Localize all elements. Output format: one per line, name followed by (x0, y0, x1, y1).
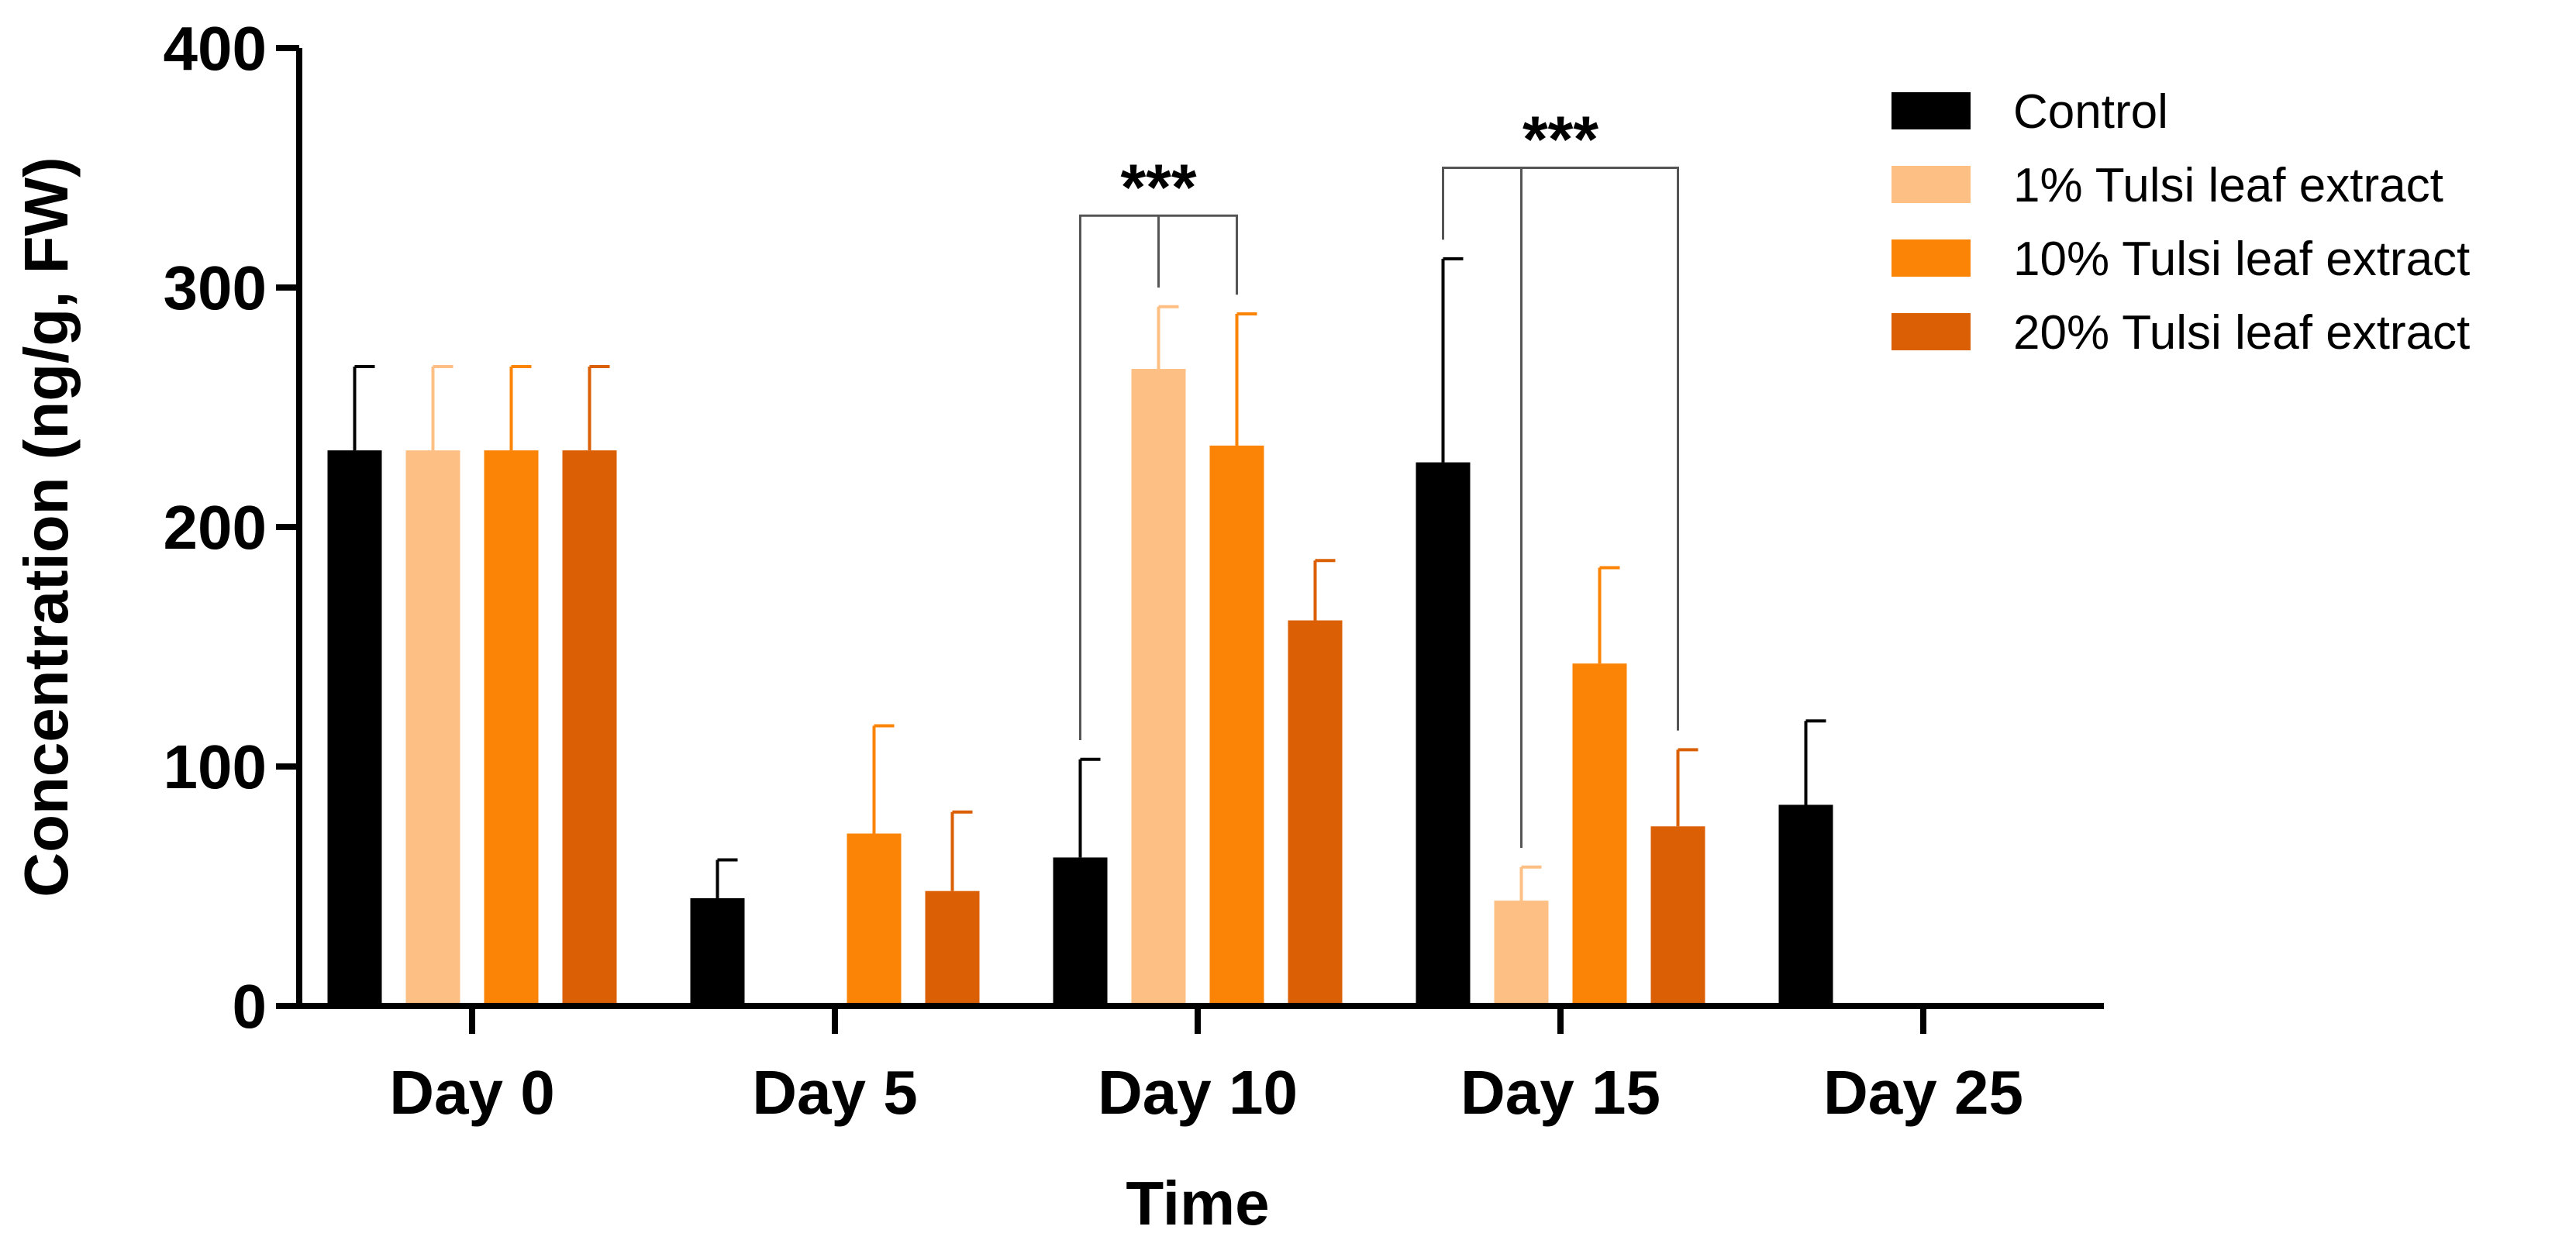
error-bar-control-day-25 (1804, 719, 1826, 805)
bar-20-tulsi-leaf-extract-day-10 (1288, 620, 1343, 1006)
x-tick-label: Day 5 (752, 1058, 917, 1127)
legend-item-control: Control (1891, 85, 2168, 139)
bar-control-day-0 (327, 450, 382, 1006)
legend-swatch (1891, 313, 1971, 350)
legend-label: Control (2013, 85, 2168, 139)
x-tick-label: Day 25 (1823, 1058, 2023, 1127)
bar-10-tulsi-leaf-extract-day-10 (1209, 445, 1264, 1006)
legend-swatch (1891, 92, 1971, 129)
legend-swatch (1891, 239, 1971, 277)
x-axis-title: Time (1126, 1169, 1269, 1238)
bar-20-tulsi-leaf-extract-day-5 (925, 890, 980, 1006)
bar-1-tulsi-leaf-extract-day-10 (1131, 369, 1186, 1006)
significance-label: *** (1522, 103, 1598, 176)
error-bars (353, 257, 1826, 901)
legend: Control 1% Tulsi leaf extract 10% Tulsi le… (1891, 85, 2470, 360)
bar-10-tulsi-leaf-extract-day-0 (484, 450, 539, 1006)
x-tick-label: Day 10 (1098, 1058, 1298, 1127)
bar-control-day-15 (1416, 462, 1471, 1006)
legend-label: 1% Tulsi leaf extract (2013, 159, 2443, 212)
y-tick-label: 400 (164, 14, 267, 83)
error-bar-1-tulsi-leaf-extract-day-10 (1157, 305, 1179, 370)
legend-label: 10% Tulsi leaf extract (2013, 233, 2470, 286)
y-tick-label: 100 (164, 732, 267, 801)
x-ticks: Day 0 Day 5 Day 10 Day 15 Day 25 (389, 1006, 2023, 1127)
error-bar-control-day-10 (1078, 757, 1101, 858)
legend-item-1-tulsi-leaf-extract: 1% Tulsi leaf extract (1891, 159, 2443, 212)
significance-brackets: *** *** (1079, 103, 1679, 849)
y-tick-label: 300 (164, 253, 267, 322)
bar-control-day-5 (690, 897, 745, 1006)
legend-item-10-tulsi-leaf-extract: 10% Tulsi leaf extract (1891, 233, 2470, 286)
legend-swatch (1891, 166, 1971, 203)
error-bar-20-tulsi-leaf-extract-day-10 (1313, 559, 1336, 621)
error-bar-10-tulsi-leaf-extract-day-10 (1235, 312, 1257, 446)
significance-bracket-day-10: *** (1079, 150, 1238, 741)
error-bar-20-tulsi-leaf-extract-day-0 (588, 364, 610, 451)
y-axis-title: Concentration (ng/g, FW) (12, 157, 81, 897)
bar-1-tulsi-leaf-extract-day-15 (1494, 901, 1549, 1006)
y-tick-label: 200 (164, 493, 267, 562)
legend-label: 20% Tulsi leaf extract (2013, 306, 2470, 360)
y-tick-label: 0 (233, 972, 267, 1041)
significance-label: *** (1120, 150, 1196, 223)
error-bar-20-tulsi-leaf-extract-day-15 (1676, 748, 1698, 827)
x-tick-label: Day 0 (389, 1058, 554, 1127)
error-bar-control-day-15 (1441, 257, 1464, 463)
bar-20-tulsi-leaf-extract-day-0 (562, 450, 617, 1006)
legend-item-20-tulsi-leaf-extract: 20% Tulsi leaf extract (1891, 306, 2470, 360)
error-bar-control-day-0 (353, 364, 375, 451)
error-bar-10-tulsi-leaf-extract-day-5 (872, 724, 895, 834)
significance-bracket-day-15: *** (1442, 103, 1679, 849)
x-tick-label: Day 15 (1460, 1058, 1660, 1127)
error-bar-20-tulsi-leaf-extract-day-5 (950, 810, 973, 891)
bar-control-day-10 (1053, 857, 1108, 1006)
bars (327, 369, 1833, 1006)
error-bar-1-tulsi-leaf-extract-day-15 (1519, 865, 1542, 901)
error-bar-10-tulsi-leaf-extract-day-0 (509, 364, 532, 451)
bar-1-tulsi-leaf-extract-day-0 (405, 450, 460, 1006)
bar-control-day-25 (1778, 804, 1833, 1006)
bar-10-tulsi-leaf-extract-day-15 (1572, 663, 1627, 1006)
y-ticks: 0 100 200 300 400 (164, 14, 299, 1041)
bar-10-tulsi-leaf-extract-day-5 (847, 833, 902, 1006)
error-bar-1-tulsi-leaf-extract-day-0 (431, 364, 453, 451)
error-bar-control-day-5 (716, 858, 738, 898)
bar-20-tulsi-leaf-extract-day-15 (1650, 826, 1705, 1006)
error-bar-10-tulsi-leaf-extract-day-15 (1598, 566, 1620, 664)
